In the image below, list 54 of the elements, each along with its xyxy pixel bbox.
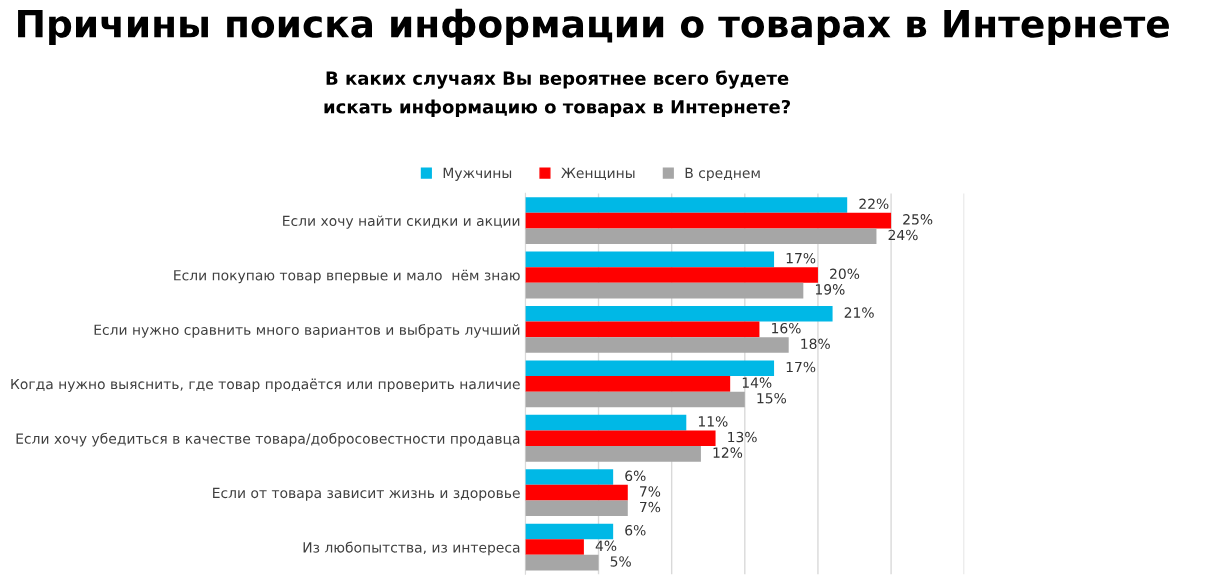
bar bbox=[525, 414, 687, 431]
y-tick-label: Если от товара зависит жизнь и здоровье bbox=[213, 487, 520, 501]
y-tick-label: Если нужно сравнить много вариантов и выбрать лучший bbox=[94, 324, 520, 338]
bar bbox=[525, 321, 760, 338]
bar bbox=[525, 484, 628, 501]
bar bbox=[525, 282, 804, 299]
data-label: 6% bbox=[625, 525, 646, 536]
bar bbox=[525, 197, 848, 213]
legend-label: Женщины bbox=[561, 167, 635, 180]
data-label: 17% bbox=[786, 361, 816, 373]
data-label: 7% bbox=[640, 486, 661, 497]
data-label: 7% bbox=[640, 501, 661, 513]
data-label: 18% bbox=[801, 338, 830, 350]
data-label: 19% bbox=[815, 284, 845, 295]
bar bbox=[525, 376, 731, 392]
bar bbox=[525, 306, 833, 322]
data-label: 13% bbox=[728, 431, 757, 443]
legend-label: Мужчины bbox=[443, 167, 512, 181]
bar bbox=[525, 251, 775, 268]
bar bbox=[525, 500, 628, 517]
data-label: 5% bbox=[610, 556, 631, 567]
data-label: 6% bbox=[625, 470, 646, 482]
bar bbox=[525, 391, 745, 408]
chart-title: Причины поиска информации о товарах в Интернете bbox=[18, 8, 1169, 46]
y-tick-label: Если покупаю товар впервые и мало нём знаю bbox=[174, 269, 520, 284]
bar bbox=[525, 469, 614, 485]
data-label: 14% bbox=[742, 377, 772, 388]
bar bbox=[525, 228, 877, 244]
bar bbox=[525, 430, 716, 447]
y-tick-label: Из любопытства, из интереса bbox=[303, 541, 520, 556]
chart-subtitle: В каких случаях Вы вероятнее всего будете искать информацию о товарах в Интернете? bbox=[324, 70, 791, 118]
bar bbox=[525, 446, 701, 462]
bar bbox=[525, 267, 818, 283]
data-label: 24% bbox=[888, 229, 918, 241]
bar bbox=[525, 523, 614, 540]
data-label: 11% bbox=[698, 416, 728, 427]
bar bbox=[525, 539, 584, 555]
bar bbox=[525, 212, 892, 229]
data-label: 15% bbox=[757, 392, 787, 404]
bar bbox=[525, 337, 789, 353]
data-label: 16% bbox=[772, 322, 801, 334]
data-label: 22% bbox=[859, 198, 889, 210]
data-label: 21% bbox=[844, 307, 874, 318]
bar bbox=[525, 360, 775, 377]
data-label: 4% bbox=[595, 540, 617, 552]
data-label: 12% bbox=[713, 447, 743, 458]
bar bbox=[525, 554, 599, 571]
legend-label: В среднем bbox=[685, 167, 760, 181]
y-tick-label: Если хочу убедиться в качестве товара/добросовестности продавца bbox=[16, 432, 520, 447]
data-label: 25% bbox=[903, 214, 933, 225]
data-label: 17% bbox=[786, 252, 816, 264]
y-tick-label: Если хочу найти скидки и акции bbox=[283, 215, 520, 229]
y-tick-label: Когда нужно выяснить, где товар продаётся или проверить наличие bbox=[11, 378, 520, 392]
data-label: 20% bbox=[830, 268, 860, 280]
